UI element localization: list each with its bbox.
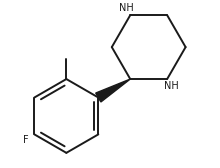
Text: NH: NH <box>119 3 134 13</box>
Polygon shape <box>96 79 130 102</box>
Text: F: F <box>23 135 28 144</box>
Text: NH: NH <box>164 81 179 91</box>
